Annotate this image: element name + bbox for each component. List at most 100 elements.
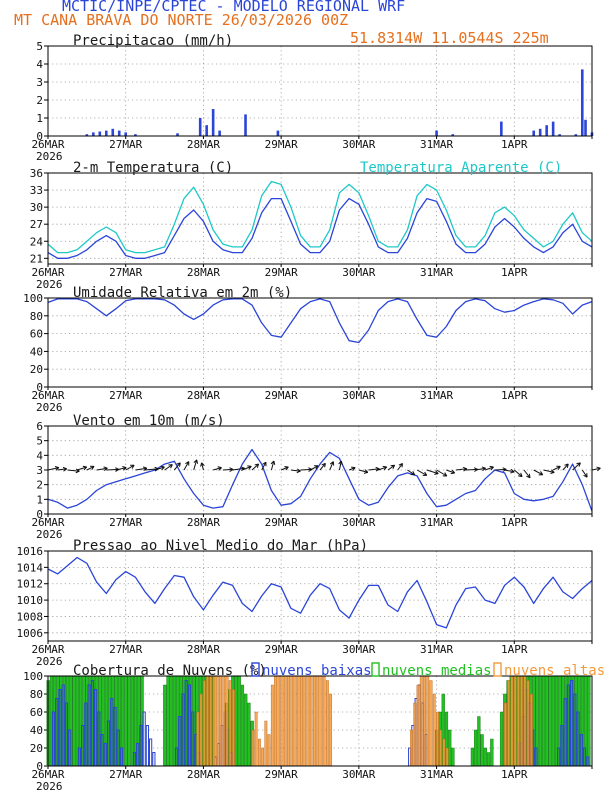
header-line-2: MT CANA BRAVA DO NORTE 26/03/2026 00Z [14,11,349,29]
panel-frame [47,425,593,515]
x-tick-label: 28MAR [187,389,220,402]
cloud-bar-high [270,684,274,767]
legend-apparent-temp: Temperatura Aparente (C) [360,160,562,176]
precip-bar [218,130,221,136]
cloud-bar-medium [127,675,131,767]
wind-arrow [572,462,581,471]
cloud-bar-high [429,680,433,767]
precip-bar [580,69,584,136]
series-line-1 [47,197,593,259]
wind-arrow [222,467,234,472]
y-tick-label: 5 [36,435,43,448]
y-tick-label: 0 [36,760,43,773]
wind-arrow [552,465,561,471]
cloud-bar-high [439,729,443,767]
wind-arrow [86,465,95,471]
wind-arrow [135,466,148,472]
cloud-bar-high [529,693,533,767]
cloud-bar-high [410,729,413,767]
y-tick-label: 1006 [17,627,44,640]
x-tick-label: 27MAR [109,768,142,781]
wind-arrow [125,464,135,471]
x-tick-label: 26MAR [31,389,64,402]
y-tick-label: 0 [36,381,43,394]
wind-arrow [200,462,205,471]
x-tick-label: 1APR [501,389,528,402]
x-tick-label: 1APR [501,643,528,656]
cloud-bar-high [419,675,423,767]
y-tick-label: 1012 [17,578,44,591]
x-tick-label: 28MAR [187,768,220,781]
y-tick-label: 3 [36,76,43,89]
x-tick-label: 28MAR [187,138,220,151]
panel-frame [47,45,593,137]
cloud-bar-high [432,693,436,767]
panel-title: 2-m Temperatura (C) [73,160,233,176]
wind-arrow [378,465,388,471]
wind-arrow [368,466,380,472]
y-tick-label: 1014 [17,561,44,574]
legend-label: nuvens baixas [262,663,372,679]
x-tick-label: 31MAR [420,643,453,656]
cloud-bar-medium [470,747,474,767]
x-tick-label: 30MAR [342,768,375,781]
legend-label: nuvens medias [382,663,492,679]
panel-3: 0 20 40 60 80 100 26MAR 27MAR 28MAR 29MAR 30MAR 31M… [23,285,593,414]
x-tick-label: 29MAR [265,643,298,656]
wind-arrow [484,465,494,471]
x-tick-label: 31MAR [420,516,453,529]
wind-arrow [213,466,222,471]
precip-bar [117,130,121,136]
legend-swatch [371,662,380,677]
wind-arrow [358,469,369,474]
x-tick-label: 27MAR [109,138,142,151]
y-tick-label: 20 [30,363,43,376]
y-tick-label: 80 [30,310,43,323]
x-tick-label: 28MAR [187,643,220,656]
wind-arrow [193,459,199,471]
cloud-bar-high [267,734,271,767]
wind-arrow [270,460,276,471]
wind-arrow [504,468,515,474]
precip-bar [558,134,561,136]
y-tick-label: 36 [30,167,43,180]
cloud-bar-high [513,675,517,767]
wind-arrow [329,461,335,471]
x-tick-label: 31MAR [420,138,453,151]
cloud-bar-high [523,675,527,767]
cloud-bar-low [142,711,146,767]
cloud-bar-high [209,675,213,767]
cloud-bar-high [274,675,277,767]
cloud-bar-high [296,675,300,767]
y-tick-label: 3 [36,464,43,477]
precip-bar [451,134,455,136]
precip-bar [584,119,587,136]
cloud-bar-high [212,675,216,767]
cloud-bar-high [445,747,449,767]
y-tick-label: 40 [30,724,43,737]
cloud-bar-high [257,738,261,767]
y-tick-label: 5 [36,40,43,53]
x-tick-label: 1APR [501,768,528,781]
x-tick-label: 31MAR [420,768,453,781]
cloud-bar-medium [247,702,251,767]
cloud-bar-high [309,675,313,767]
precip-bar [124,132,128,136]
wind-arrow [436,469,448,477]
y-tick-label: 4 [36,449,43,462]
x-year-label: 2026 [36,655,63,668]
cloud-bar-high [313,675,316,767]
y-tick-label: 0 [36,130,43,143]
cloud-bar-medium [480,734,484,767]
cloud-bar-medium [124,675,128,767]
y-tick-label: 21 [30,252,43,265]
wind-arrow [47,466,60,471]
wind-arrow [338,460,343,471]
wind-arrow [513,469,523,478]
cloud-bar-medium [234,675,238,767]
wind-arrow [154,465,165,471]
precip-bar [551,121,555,136]
x-tick-label: 27MAR [109,266,142,279]
panel-title: Precipitacao (mm/h) [73,33,233,49]
wind-arrow [397,462,404,471]
